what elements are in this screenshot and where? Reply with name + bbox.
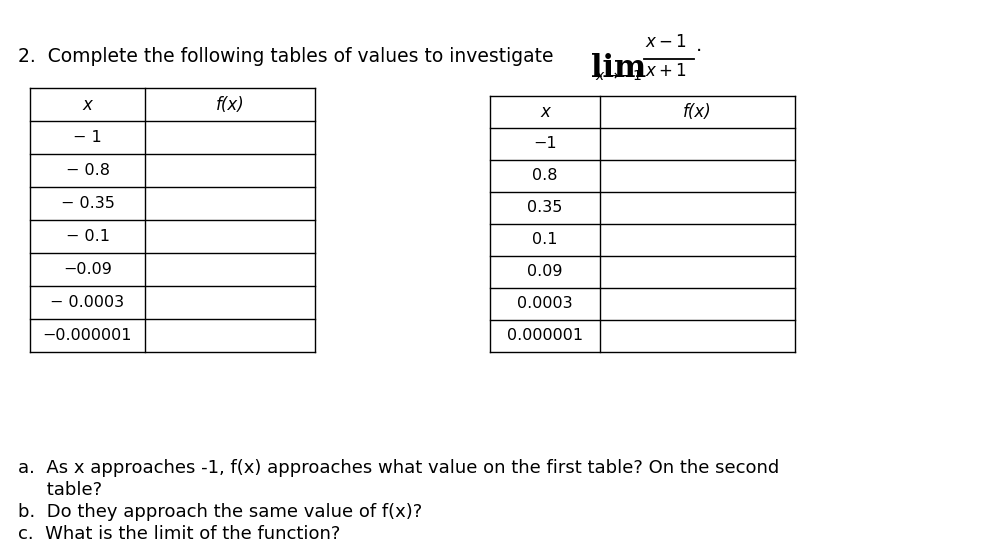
Text: − 0.1: − 0.1 xyxy=(65,229,109,244)
Text: − 0.35: − 0.35 xyxy=(60,196,114,211)
Text: −0.09: −0.09 xyxy=(63,262,112,277)
Text: − 0.8: − 0.8 xyxy=(65,163,109,178)
Text: c.  What is the limit of the function?: c. What is the limit of the function? xyxy=(18,525,340,543)
Text: b.  Do they approach the same value of f(x)?: b. Do they approach the same value of f(… xyxy=(18,503,422,521)
Text: 0.8: 0.8 xyxy=(532,168,558,183)
Text: x: x xyxy=(82,96,92,113)
Text: 0.000001: 0.000001 xyxy=(507,329,583,344)
Text: $x{\rightarrow}{-1}$: $x{\rightarrow}{-1}$ xyxy=(595,70,641,83)
Text: 0.0003: 0.0003 xyxy=(517,296,573,311)
Text: a.  As x approaches -1, f(x) approaches what value on the first table? On the se: a. As x approaches -1, f(x) approaches w… xyxy=(18,459,779,476)
Text: 0.1: 0.1 xyxy=(532,232,558,247)
Text: f(x): f(x) xyxy=(683,103,712,121)
Text: 2.  Complete the following tables of values to investigate: 2. Complete the following tables of valu… xyxy=(18,47,553,66)
Text: x: x xyxy=(540,103,550,121)
Text: 0.09: 0.09 xyxy=(527,265,563,280)
Text: lim: lim xyxy=(591,53,646,84)
Text: −0.000001: −0.000001 xyxy=(43,328,132,343)
Text: 0.35: 0.35 xyxy=(527,201,563,216)
Text: $x+1$: $x+1$ xyxy=(645,62,687,80)
Text: − 1: − 1 xyxy=(73,130,102,145)
Text: −1: −1 xyxy=(533,137,557,151)
Text: f(x): f(x) xyxy=(216,96,245,113)
Text: .: . xyxy=(696,36,702,55)
Text: table?: table? xyxy=(18,481,102,499)
Text: − 0.0003: − 0.0003 xyxy=(51,295,125,310)
Text: $x-1$: $x-1$ xyxy=(645,33,687,51)
